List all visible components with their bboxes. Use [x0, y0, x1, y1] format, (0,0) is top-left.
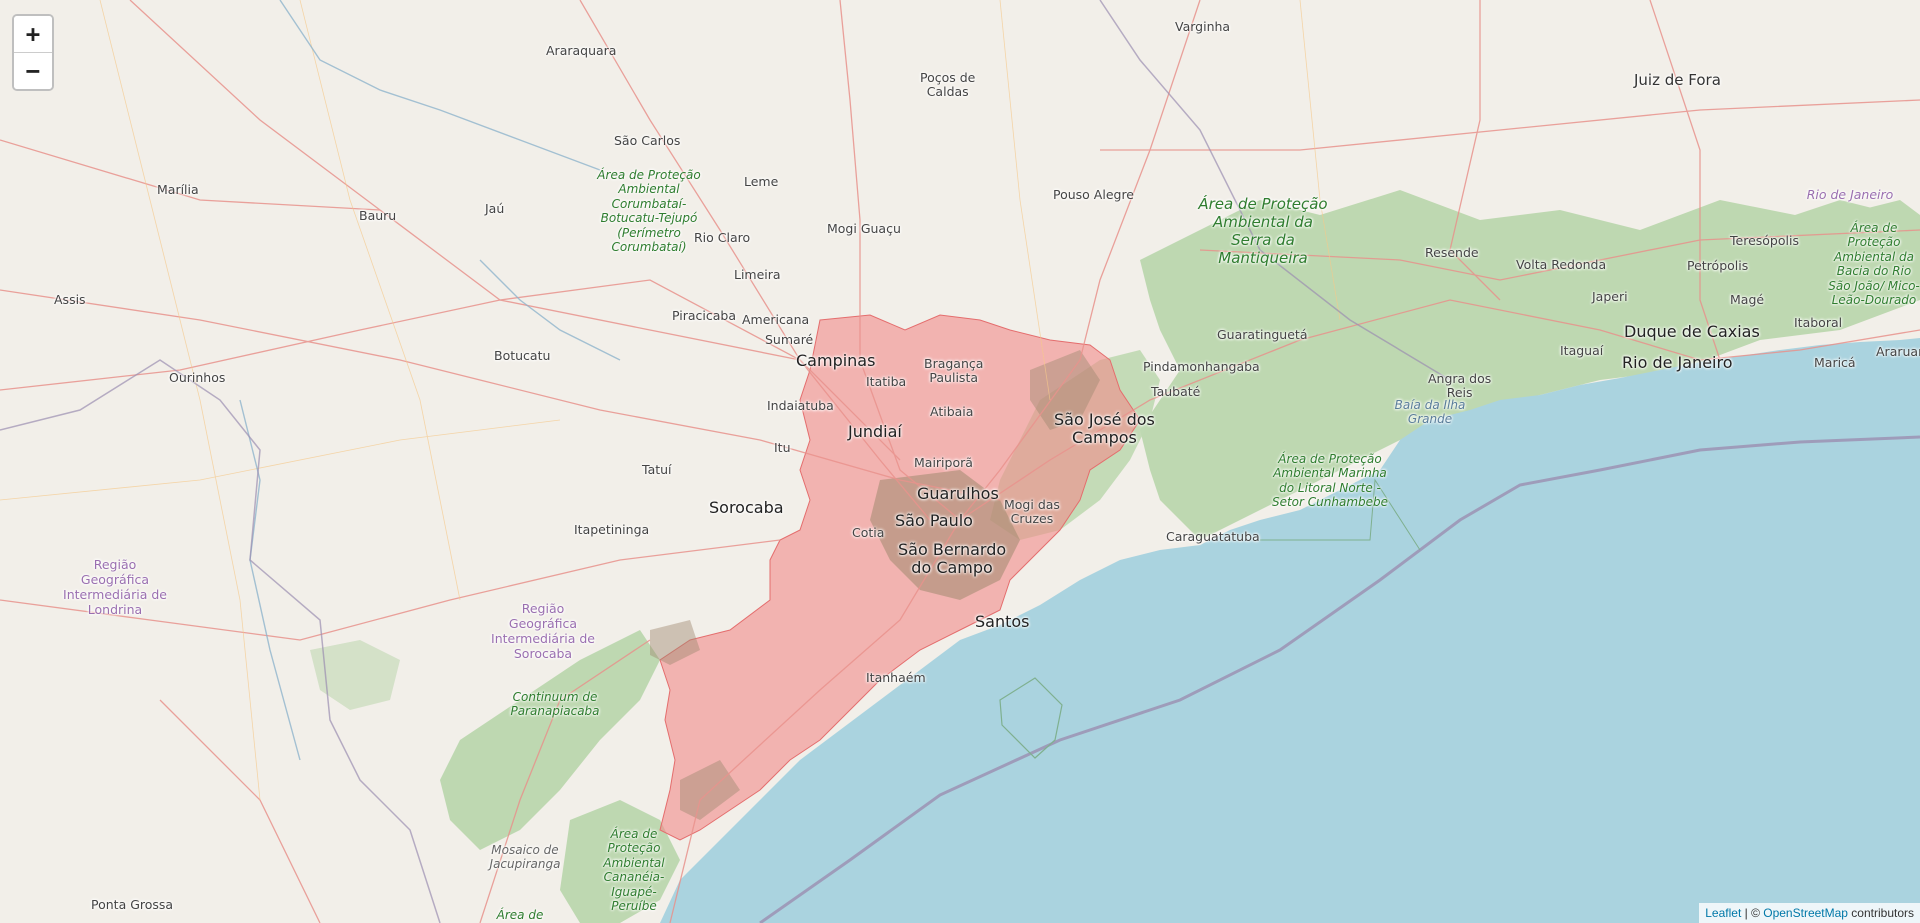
city-label-araruama[interactable]: Araruama: [1876, 344, 1920, 359]
sea: [660, 338, 1920, 923]
city-label-taubate[interactable]: Taubaté: [1151, 384, 1201, 399]
city-label-sao-paulo[interactable]: São Paulo: [895, 511, 973, 530]
city-label-tatui[interactable]: Tatuí: [642, 462, 672, 477]
attribution: Leaflet | © OpenStreetMap contributors: [1699, 903, 1920, 923]
city-label-campinas[interactable]: Campinas: [796, 351, 876, 370]
city-label-botucatu[interactable]: Botucatu: [494, 348, 551, 363]
city-label-duque-de-caxias[interactable]: Duque de Caxias: [1624, 322, 1760, 341]
city-label-sumare[interactable]: Sumaré: [765, 332, 814, 347]
zoom-control: + −: [12, 14, 54, 91]
attribution-separator: | ©: [1741, 906, 1764, 920]
city-label-marica[interactable]: Maricá: [1814, 355, 1856, 370]
city-label-pouso-alegre[interactable]: Pouso Alegre: [1053, 187, 1134, 202]
city-label-rio-de-janeiro[interactable]: Rio de Janeiro: [1622, 353, 1733, 372]
city-label-pindamonhangaba[interactable]: Pindamonhangaba: [1143, 359, 1260, 374]
city-label-volta-redonda[interactable]: Volta Redonda: [1516, 257, 1607, 272]
city-label-ponta-grossa[interactable]: Ponta Grossa: [91, 897, 174, 912]
park-label-mantiqueira: Área de Proteção Ambiental da Serra da M…: [1198, 195, 1328, 267]
city-label-indaiatuba[interactable]: Indaiatuba: [767, 398, 834, 413]
city-label-braganca-paulista[interactable]: Bragança Paulista: [924, 356, 984, 386]
city-label-americana[interactable]: Americana: [742, 312, 810, 327]
park-label-bacia-sao-joao: Área de Proteção Ambiental da Bacia do R…: [1828, 221, 1920, 307]
park-label-cananeia: Área de Proteção Ambiental Cananéia-Igua…: [603, 827, 665, 913]
city-label-petropolis[interactable]: Petrópolis: [1687, 258, 1749, 273]
zoom-in-button[interactable]: +: [14, 16, 52, 52]
city-label-limeira[interactable]: Limeira: [734, 267, 781, 282]
highlighted-region: [659, 314, 1141, 841]
park-label-bottom: Área de: [496, 908, 544, 922]
attribution-suffix: contributors: [1847, 906, 1914, 920]
city-label-teresopolis[interactable]: Teresópolis: [1730, 233, 1799, 248]
city-label-jundiai[interactable]: Jundiaí: [848, 422, 902, 441]
city-label-juiz-de-fora[interactable]: Juiz de Fora: [1634, 71, 1721, 89]
city-label-itatiba[interactable]: Itatiba: [866, 374, 907, 389]
city-label-angra-dos-reis[interactable]: Angra dos Reis: [1428, 371, 1492, 401]
city-label-cotia[interactable]: Cotia: [852, 525, 885, 540]
city-label-sorocaba[interactable]: Sorocaba: [709, 498, 784, 517]
openstreetmap-link[interactable]: OpenStreetMap: [1763, 906, 1848, 920]
city-label-guarulhos[interactable]: Guarulhos: [917, 484, 999, 503]
city-label-guaratingueta[interactable]: Guaratinguetá: [1217, 327, 1308, 342]
city-label-itanhaem[interactable]: Itanhaém: [866, 670, 926, 685]
city-label-marilia[interactable]: Marília: [157, 182, 199, 197]
city-label-itaguai[interactable]: Itaguaí: [1560, 343, 1604, 358]
park-label-corumbatai: Área de Proteção Ambiental Corumbataí-Bo…: [597, 168, 701, 254]
city-label-mogi-guacu[interactable]: Mogi Guaçu: [827, 221, 901, 236]
region-label-rio-state: Rio de Janeiro: [1806, 187, 1894, 202]
zoom-out-button[interactable]: −: [14, 52, 52, 89]
park-label-jacupiranga: Mosaico de Jacupiranga: [489, 843, 561, 872]
city-label-itapetininga[interactable]: Itapetininga: [574, 522, 650, 537]
city-label-sao-carlos[interactable]: São Carlos: [614, 133, 681, 148]
city-label-rio-claro[interactable]: Rio Claro: [694, 230, 751, 245]
region-label-londrina: Região Geográfica Intermediária de Londr…: [63, 557, 167, 617]
city-label-atibaia[interactable]: Atibaia: [930, 404, 974, 419]
city-label-pocos-de-caldas[interactable]: Poços de Caldas: [920, 70, 976, 100]
city-label-assis[interactable]: Assis: [54, 292, 86, 307]
city-label-varginha[interactable]: Varginha: [1175, 19, 1231, 34]
city-label-mage[interactable]: Magé: [1730, 292, 1765, 307]
water-label-ilha-grande: Baía da Ilha Grande: [1394, 398, 1466, 426]
city-label-japeri[interactable]: Japeri: [1592, 289, 1628, 304]
city-label-ourinhos[interactable]: Ourinhos: [169, 370, 226, 385]
city-label-santos[interactable]: Santos: [975, 612, 1030, 631]
city-label-sao-jose-dos-campos[interactable]: São José dos Campos: [1054, 410, 1155, 448]
city-label-jau[interactable]: Jaú: [485, 201, 505, 216]
city-label-leme[interactable]: Leme: [744, 174, 779, 189]
city-label-sao-bernardo-do-campo[interactable]: São Bernardo do Campo: [898, 540, 1007, 578]
city-label-piracicaba[interactable]: Piracicaba: [672, 308, 737, 323]
region-label-sorocaba: Região Geográfica Intermediária de Soroc…: [491, 601, 595, 661]
city-label-mogi-das-cruzes[interactable]: Mogi das Cruzes: [1004, 497, 1060, 527]
city-label-itaboral[interactable]: Itaboral: [1794, 315, 1843, 330]
park-label-paranapiacaba: Continuum de Paranapiacaba: [510, 690, 600, 719]
city-label-resende[interactable]: Resende: [1425, 245, 1479, 260]
city-label-mairipora[interactable]: Mairiporã: [914, 455, 973, 470]
city-label-itu[interactable]: Itu: [774, 440, 791, 455]
leaflet-link[interactable]: Leaflet: [1705, 906, 1742, 920]
park-label-litoral-norte: Área de Proteção Ambiental Marinha do Li…: [1271, 452, 1389, 510]
city-label-araraquara[interactable]: Araraquara: [546, 43, 617, 58]
city-label-caraguatatuba[interactable]: Caraguatatuba: [1166, 529, 1260, 544]
city-label-bauru[interactable]: Bauru: [359, 208, 397, 223]
